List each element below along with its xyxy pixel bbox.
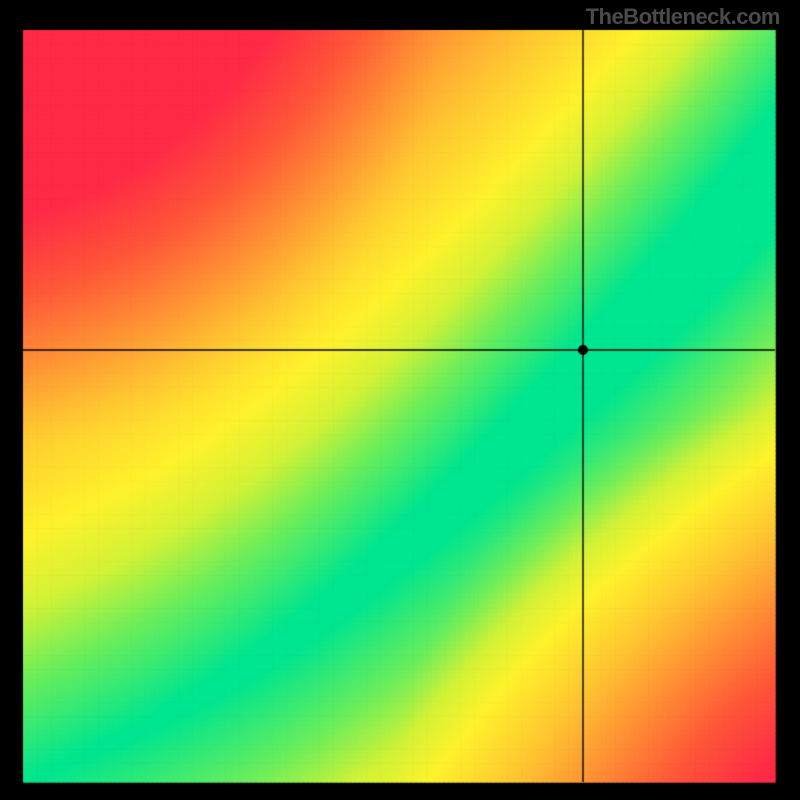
figure-container: TheBottleneck.com [0,0,800,800]
bottleneck-heatmap [0,0,800,800]
watermark-text: TheBottleneck.com [586,4,780,30]
